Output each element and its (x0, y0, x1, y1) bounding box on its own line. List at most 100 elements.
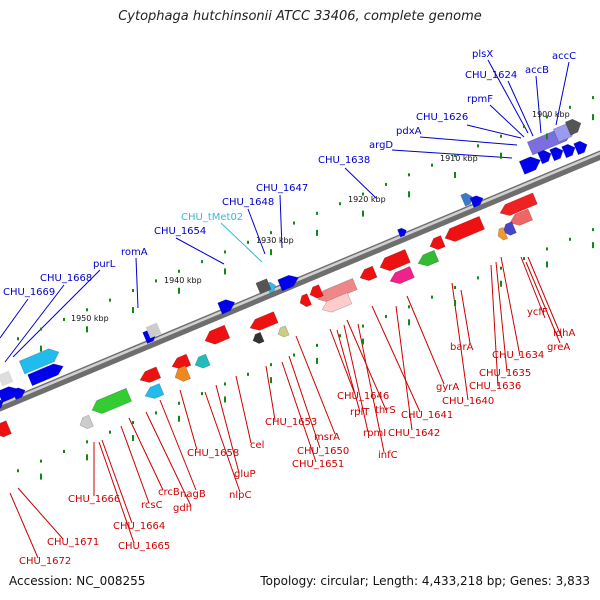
gene-label[interactable]: CHU_1648 (222, 197, 274, 208)
gene-arrow (561, 143, 576, 159)
gene-label[interactable]: purL (93, 259, 116, 270)
leader-line (527, 256, 563, 339)
gene-label[interactable]: gdh (173, 503, 192, 514)
gene-label[interactable]: CHU_1669 (3, 287, 55, 298)
gene-label[interactable]: accB (525, 65, 549, 76)
gene-label[interactable]: CHU_1624 (465, 70, 517, 81)
gene-label[interactable]: ldhA (553, 328, 575, 339)
gene-arrow (549, 146, 564, 162)
gene-label[interactable]: CHU_1647 (256, 183, 308, 194)
gene-label[interactable]: plsX (472, 49, 493, 60)
gene-arrow (0, 420, 12, 438)
gene-label[interactable]: CHU_1636 (469, 381, 521, 392)
gene-label[interactable]: ycfF (527, 307, 548, 318)
leader-line (220, 222, 263, 263)
gene-arrow (27, 363, 64, 387)
gene-label[interactable]: CHU_1651 (292, 459, 344, 470)
gene-label[interactable]: CHU_1671 (47, 537, 99, 548)
leader-line (391, 149, 513, 159)
leader-line (490, 264, 499, 387)
leader-line (336, 329, 361, 413)
gene-label[interactable]: rpmF (467, 94, 493, 105)
leader-line (555, 61, 570, 126)
leader-line (247, 208, 266, 255)
leader-line (371, 305, 421, 413)
gene-label[interactable]: rcsC (141, 500, 163, 511)
leader-line (487, 59, 529, 134)
gene-label[interactable]: nagB (180, 489, 206, 500)
gene-label[interactable]: CHU_1666 (68, 494, 120, 505)
gene-label[interactable]: CHU_1640 (442, 396, 494, 407)
gene-arrow (139, 366, 162, 383)
scale-label: 1920 kbp (348, 195, 386, 204)
gene-arrow (537, 149, 552, 165)
leader-line (525, 261, 561, 344)
gene-label[interactable]: cel (250, 440, 264, 451)
gene-label[interactable]: CHU_1626 (416, 112, 468, 123)
gene-label[interactable]: CHU_1672 (19, 556, 71, 567)
gene-arrow (204, 324, 231, 345)
scale-label: 1900 kbp (532, 110, 570, 119)
gene-label[interactable]: CHU_1650 (297, 446, 349, 457)
leader-line (535, 75, 542, 134)
leader-line (4, 284, 65, 363)
gene-label[interactable]: CHU_1646 (337, 391, 389, 402)
gene-label[interactable]: CHU_1653 (265, 417, 317, 428)
leader-line (135, 257, 139, 309)
leader-line (179, 389, 198, 451)
leader-line (265, 365, 276, 421)
gene-label[interactable]: pdxA (396, 126, 422, 137)
gene-label[interactable]: barA (450, 342, 474, 353)
gene-arrow (444, 215, 485, 242)
gene-label[interactable]: accC (552, 51, 576, 62)
gene-label[interactable]: rpmI (363, 428, 386, 439)
leader-line (495, 261, 508, 373)
gene-arrow (309, 284, 324, 299)
gene-label[interactable]: infC (378, 450, 398, 461)
gene-arrow (469, 195, 484, 208)
gene-label[interactable]: gluP (234, 469, 256, 480)
leader-line (159, 399, 197, 491)
gene-arrow (564, 118, 582, 136)
leader-line (281, 361, 317, 463)
gene-label[interactable]: CHU_1654 (154, 226, 206, 237)
gene-label[interactable]: gyrA (436, 382, 459, 393)
gene-label[interactable]: greA (547, 342, 570, 353)
leader-line (204, 391, 241, 493)
gene-arrow (518, 156, 541, 175)
gene-label[interactable]: CHU_1635 (479, 368, 531, 379)
leader-line (101, 439, 133, 524)
leader-line (9, 492, 39, 559)
gene-label[interactable]: CHU_1664 (113, 521, 165, 532)
leader-line (520, 256, 546, 319)
gene-arrow (171, 353, 192, 370)
gene-label[interactable]: CHU_1641 (401, 410, 453, 421)
gene-arrow (91, 387, 132, 414)
gene-label[interactable]: romA (121, 247, 148, 258)
gene-arrow (379, 249, 411, 272)
gene-label[interactable]: nlpC (229, 490, 251, 501)
gene-arrow (429, 235, 446, 250)
gene-label[interactable]: CHU_1634 (492, 350, 544, 361)
gene-label[interactable]: CHU_1665 (118, 541, 170, 552)
gene-label[interactable]: CHU_tMet02 (181, 212, 243, 223)
leader-line (235, 375, 252, 444)
gene-arrow (79, 414, 94, 430)
gene-label[interactable]: CHU_1638 (318, 155, 370, 166)
gene-arrow (252, 331, 265, 344)
leader-line (466, 124, 522, 139)
gene-label[interactable]: CHU_1658 (187, 448, 239, 459)
leader-line (279, 194, 283, 249)
gene-label[interactable]: msrA (314, 432, 340, 443)
gene-arrow (11, 387, 26, 400)
gene-arrow (397, 227, 407, 238)
gene-label[interactable]: crcB (158, 487, 180, 498)
leader-line (489, 104, 525, 138)
gene-label[interactable]: CHU_1642 (388, 428, 440, 439)
gene-label[interactable]: CHU_1668 (40, 273, 92, 284)
gene-label[interactable]: rplT (350, 407, 370, 418)
gene-arrow (497, 226, 509, 241)
gene-label[interactable]: thrS (375, 405, 396, 416)
gene-label[interactable]: argD (369, 140, 393, 151)
accession-text: Accession: NC_008255 (9, 574, 146, 588)
